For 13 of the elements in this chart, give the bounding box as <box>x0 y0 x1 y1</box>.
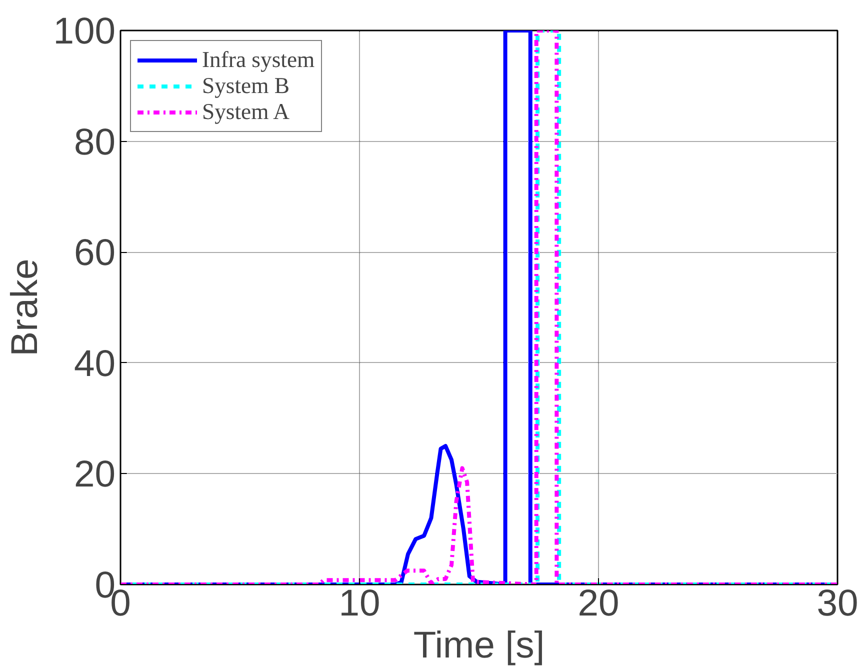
legend-label: System A <box>202 99 290 125</box>
y-axis-title: Brake <box>3 258 46 356</box>
x-tick-label: 10 <box>338 582 380 624</box>
y-tick-label: 100 <box>53 10 116 52</box>
y-tick-label: 80 <box>74 120 116 162</box>
x-tick-label: 20 <box>578 582 620 624</box>
y-tick-label: 40 <box>74 342 116 384</box>
x-axis-title: Time [s] <box>413 624 545 666</box>
y-tick-label: 60 <box>74 231 116 274</box>
legend-label: System B <box>202 73 290 99</box>
legend-label: Infra system <box>202 47 315 73</box>
y-tick-label: 20 <box>74 452 116 495</box>
x-tick-label: 30 <box>816 582 858 624</box>
